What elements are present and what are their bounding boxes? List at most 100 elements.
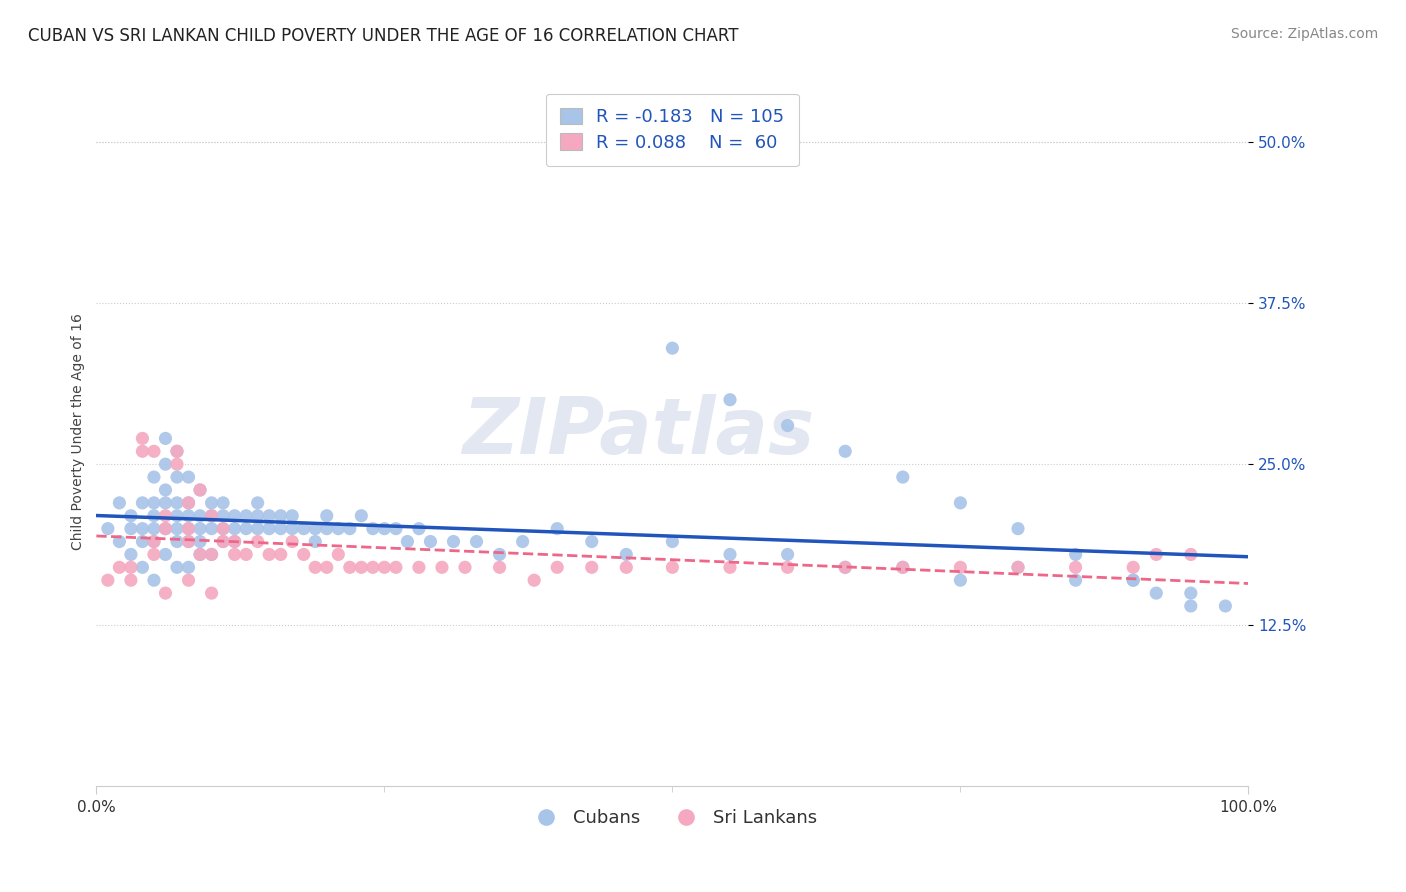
Point xyxy=(834,560,856,574)
Point xyxy=(270,548,292,562)
Point xyxy=(212,522,235,536)
Point xyxy=(350,560,373,574)
Point xyxy=(834,444,856,458)
Point xyxy=(581,560,603,574)
Point xyxy=(246,508,269,523)
Point xyxy=(166,508,188,523)
Point xyxy=(142,548,165,562)
Point xyxy=(281,534,304,549)
Point xyxy=(292,548,315,562)
Point xyxy=(661,534,683,549)
Point xyxy=(385,522,408,536)
Point xyxy=(200,508,222,523)
Point xyxy=(120,548,142,562)
Point xyxy=(361,560,384,574)
Point xyxy=(155,457,177,471)
Point xyxy=(188,548,211,562)
Point xyxy=(188,508,211,523)
Point xyxy=(465,534,488,549)
Point xyxy=(212,496,235,510)
Point xyxy=(304,534,326,549)
Point xyxy=(350,508,373,523)
Point xyxy=(166,470,188,484)
Point xyxy=(142,444,165,458)
Point xyxy=(108,496,131,510)
Point xyxy=(155,496,177,510)
Point xyxy=(142,573,165,587)
Point xyxy=(120,573,142,587)
Point xyxy=(891,560,914,574)
Point xyxy=(142,534,165,549)
Point xyxy=(177,522,200,536)
Point xyxy=(177,522,200,536)
Point xyxy=(155,431,177,445)
Point xyxy=(131,522,153,536)
Point xyxy=(281,508,304,523)
Point xyxy=(246,534,269,549)
Point xyxy=(177,534,200,549)
Point xyxy=(949,573,972,587)
Point xyxy=(166,444,188,458)
Point xyxy=(142,508,165,523)
Point xyxy=(488,548,510,562)
Y-axis label: Child Poverty Under the Age of 16: Child Poverty Under the Age of 16 xyxy=(72,313,86,550)
Point xyxy=(718,560,741,574)
Point xyxy=(292,522,315,536)
Point xyxy=(155,548,177,562)
Point xyxy=(315,522,337,536)
Point xyxy=(257,548,280,562)
Point xyxy=(546,522,568,536)
Point xyxy=(1180,599,1202,613)
Point xyxy=(188,483,211,497)
Point xyxy=(385,560,408,574)
Point xyxy=(166,560,188,574)
Point xyxy=(177,534,200,549)
Point xyxy=(328,522,350,536)
Point xyxy=(235,508,257,523)
Point xyxy=(396,534,419,549)
Point xyxy=(546,560,568,574)
Point xyxy=(177,560,200,574)
Point xyxy=(373,560,395,574)
Point xyxy=(97,573,120,587)
Point xyxy=(523,573,546,587)
Point xyxy=(120,560,142,574)
Point xyxy=(408,560,430,574)
Text: CUBAN VS SRI LANKAN CHILD POVERTY UNDER THE AGE OF 16 CORRELATION CHART: CUBAN VS SRI LANKAN CHILD POVERTY UNDER … xyxy=(28,27,738,45)
Point xyxy=(177,470,200,484)
Point xyxy=(177,508,200,523)
Text: ZIPatlas: ZIPatlas xyxy=(461,394,814,470)
Point xyxy=(1007,560,1029,574)
Point xyxy=(108,534,131,549)
Point xyxy=(1064,560,1087,574)
Point xyxy=(246,496,269,510)
Point xyxy=(339,560,361,574)
Point xyxy=(224,534,246,549)
Point xyxy=(776,418,799,433)
Point xyxy=(188,548,211,562)
Point xyxy=(1122,573,1144,587)
Point xyxy=(131,534,153,549)
Point xyxy=(142,470,165,484)
Point xyxy=(949,496,972,510)
Point xyxy=(155,586,177,600)
Point xyxy=(212,534,235,549)
Point xyxy=(224,522,246,536)
Point xyxy=(246,522,269,536)
Point xyxy=(328,548,350,562)
Point xyxy=(339,522,361,536)
Point xyxy=(776,548,799,562)
Point xyxy=(454,560,477,574)
Point xyxy=(834,560,856,574)
Point xyxy=(166,534,188,549)
Point xyxy=(177,496,200,510)
Point xyxy=(430,560,453,574)
Point xyxy=(1144,586,1167,600)
Point xyxy=(177,573,200,587)
Point xyxy=(1180,586,1202,600)
Point xyxy=(166,457,188,471)
Point xyxy=(200,508,222,523)
Point xyxy=(1122,573,1144,587)
Point xyxy=(373,522,395,536)
Point xyxy=(166,496,188,510)
